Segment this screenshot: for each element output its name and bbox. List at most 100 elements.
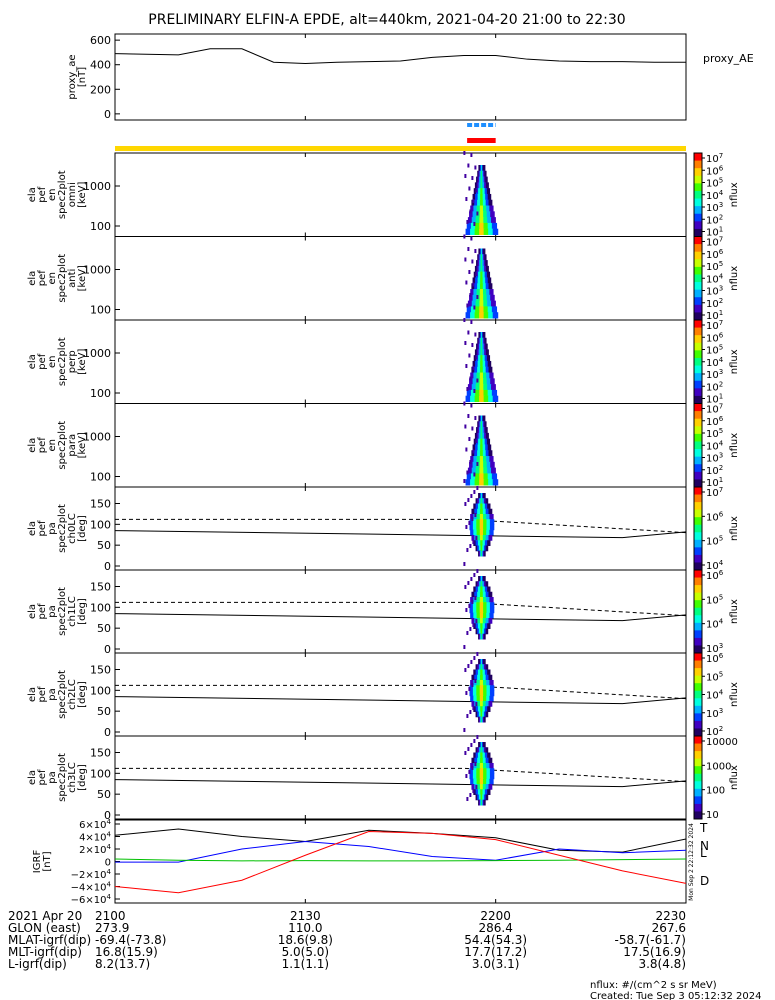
spectrogram-pixel <box>484 188 488 195</box>
spectrogram-pixel <box>488 312 494 319</box>
cbar-tick-label: 103 <box>706 368 723 381</box>
spectrogram-pixel <box>469 773 474 780</box>
spectrogram-pixel <box>479 784 484 790</box>
spectrogram-speckle <box>469 793 472 797</box>
cbar-label: nflux <box>729 765 740 790</box>
pitch-angle-blob <box>463 645 495 723</box>
spectrogram-pixel <box>488 674 493 681</box>
loss-cone-solid <box>114 613 687 622</box>
y-axis-label: spec2plot <box>57 670 68 719</box>
spectrogram-pixel <box>482 711 485 718</box>
spectrogram-speckle <box>464 502 467 506</box>
spectrogram-pixel <box>486 438 491 445</box>
y-axis-label: pa <box>47 522 58 534</box>
footer-cell: -58.7(-61.7) <box>615 933 686 947</box>
energy-colorbar-swatch <box>694 418 702 427</box>
spectrogram-pixel <box>477 757 481 764</box>
spectrogram-pixel <box>480 711 484 718</box>
spectrogram-pixel <box>486 355 491 362</box>
spectrogram-pixel <box>470 680 475 686</box>
spectrogram-pixel <box>482 778 488 785</box>
spectrogram-pixel <box>470 456 475 463</box>
cbar-tick-label: 106 <box>706 248 724 261</box>
spectrogram-pixel <box>485 628 489 635</box>
spectrogram-pixel <box>474 366 479 374</box>
spectrogram-pixel <box>476 602 481 608</box>
spectrogram-pixel <box>473 188 477 195</box>
spectrogram-pixel <box>470 372 475 379</box>
spectrogram-pixel <box>483 165 486 172</box>
spectrogram-pixel <box>486 432 489 440</box>
spectrogram-pixel <box>482 757 487 764</box>
igrf-side-note: Mon Sep 2 22:12:32 2024 <box>688 823 695 901</box>
spectrogram-pixel <box>483 545 487 552</box>
spectrogram-pixel <box>483 427 487 434</box>
spectrogram-speckle <box>464 341 467 345</box>
y-tick-label: 150 <box>90 664 111 677</box>
spectrogram-speckle <box>465 691 468 695</box>
spectrogram-pixel <box>485 283 490 290</box>
spectrogram-pixel <box>485 366 490 374</box>
spectrogram-pixel <box>488 757 493 764</box>
y-axis-label: [keV] <box>77 432 88 458</box>
spectrogram-pixel <box>477 421 480 428</box>
spectrogram-pixel <box>486 211 492 218</box>
spectrogram-pixel <box>484 182 488 189</box>
spectrogram-speckle <box>466 220 469 224</box>
spectrogram-speckle <box>475 702 478 706</box>
pitch-angle-colorbar-swatch <box>694 607 702 616</box>
footer-cell: 54.4(54.3) <box>464 933 527 947</box>
spectrogram-speckle <box>467 330 470 335</box>
spectrogram-speckle <box>464 257 467 262</box>
spectrogram-pixel <box>483 799 486 806</box>
spectrogram-pixel <box>479 384 485 391</box>
spectrogram-pixel <box>483 742 486 748</box>
spectrogram-pixel <box>486 294 492 302</box>
y-tick-label: 400 <box>90 59 111 72</box>
spectrogram-pixel <box>482 747 485 753</box>
spectrogram-pixel <box>476 690 481 697</box>
spectrogram-speckle <box>476 378 479 383</box>
spectrogram-pixel <box>472 773 478 780</box>
spectrogram-pixel <box>478 349 482 356</box>
footer-cell: 3.8(4.8) <box>638 957 686 971</box>
energy-colorbar-swatch <box>694 297 702 306</box>
spectrogram-pixel <box>480 545 484 552</box>
spectrogram-pixel <box>489 612 494 619</box>
y-axis-label: en <box>47 439 58 452</box>
spectrogram-pixel <box>486 349 489 356</box>
energy-colorbar-swatch <box>694 198 702 207</box>
y-axis-label: pa <box>47 771 58 783</box>
footer-row-label: MLAT-igrf(dip) <box>8 933 91 947</box>
spectrogram-pixel <box>473 271 477 278</box>
spectrogram-pixel <box>488 784 493 790</box>
spectrogram-pixel <box>483 576 486 582</box>
pitch-angle-colorbar-swatch <box>694 487 702 496</box>
spectrogram-speckle <box>468 687 471 691</box>
spectrogram-pixel <box>476 176 479 183</box>
spectrogram-pixel <box>482 205 488 212</box>
spectrogram-pixel <box>482 427 485 434</box>
spectrogram-pixel <box>483 493 486 499</box>
spectrogram-speckle <box>467 247 470 251</box>
spectrogram-pixel <box>474 432 478 440</box>
spectrogram-pixel <box>473 586 477 593</box>
cbar-tick-label: 107 <box>706 152 723 165</box>
spectrogram-pixel <box>473 205 478 212</box>
spectrogram-pixel <box>479 685 485 691</box>
spectrogram-pixel <box>474 349 478 356</box>
spectrogram-pixel <box>491 384 496 391</box>
y-tick-label: 4×104 <box>79 831 111 844</box>
spectrogram-pixel <box>486 205 491 212</box>
cbar-label: nflux <box>729 599 740 624</box>
y-tick-label: 150 <box>90 747 111 760</box>
y-axis-label: en <box>47 272 58 285</box>
spectrogram-pixel <box>476 205 481 212</box>
spectrogram-pixel <box>479 763 484 769</box>
spectrogram-pixel <box>479 260 482 267</box>
spectrogram-pixel <box>486 768 491 774</box>
spectrogram-pixel <box>472 444 477 451</box>
footer-cell: 2100 <box>95 909 126 923</box>
spectrogram-pixel <box>479 289 484 296</box>
spectrogram-pixel <box>479 514 484 520</box>
